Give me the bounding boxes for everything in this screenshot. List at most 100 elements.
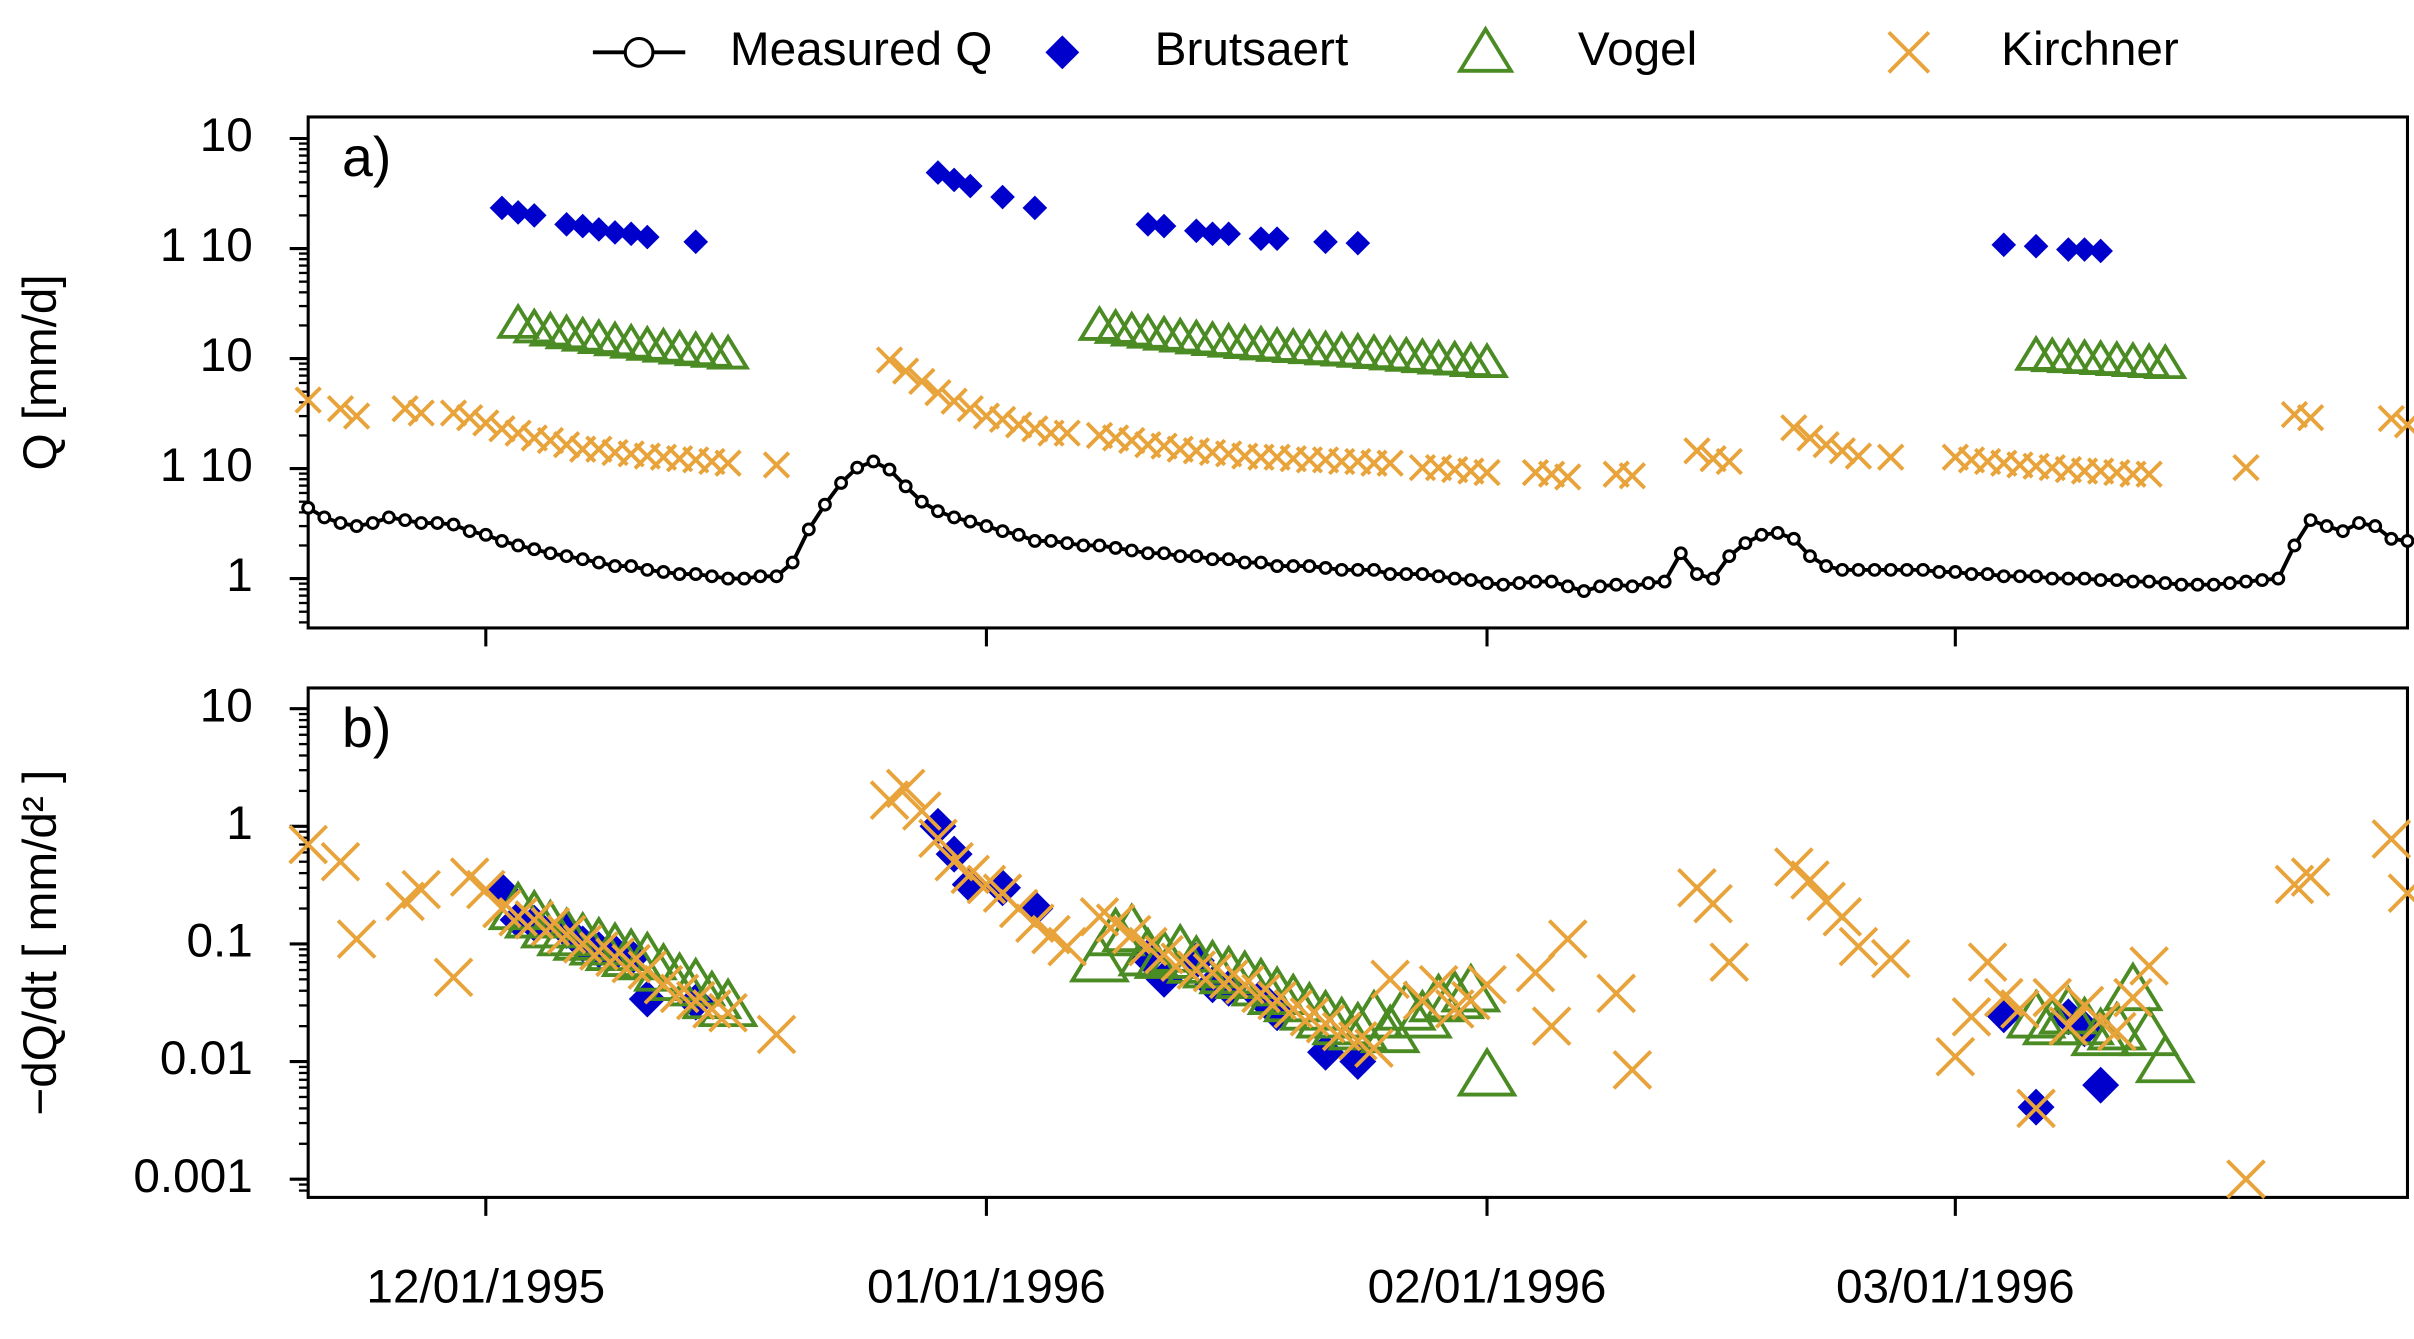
marker-circle xyxy=(1867,562,1882,577)
marker-circle xyxy=(1221,552,1236,567)
marker-circle xyxy=(333,516,348,530)
marker-x xyxy=(692,989,732,1029)
marker-x xyxy=(908,367,936,396)
marker-circle xyxy=(1883,562,1898,577)
marker-x xyxy=(891,357,920,385)
marker-circle xyxy=(1237,555,1252,570)
marker-circle xyxy=(1738,536,1753,551)
marker-circle xyxy=(1560,579,1575,594)
marker-x xyxy=(1208,959,1249,1000)
marker-x xyxy=(940,387,968,415)
marker-x xyxy=(433,957,474,998)
marker-x xyxy=(2000,989,2040,1029)
marker-x xyxy=(956,395,984,423)
marker-circle xyxy=(1108,541,1123,555)
marker-circle xyxy=(1625,579,1640,594)
marker-diamond xyxy=(2023,233,2049,259)
marker-circle xyxy=(1576,584,1591,599)
marker-circle xyxy=(1027,533,1042,548)
marker-x xyxy=(1951,997,1992,1037)
marker-x xyxy=(901,791,942,831)
y-tick-label: 0.01 xyxy=(160,1032,253,1085)
marker-x xyxy=(1354,1028,1394,1068)
marker-diamond xyxy=(1991,232,2017,258)
marker-x xyxy=(1715,447,1743,476)
marker-x xyxy=(1370,959,1410,1000)
marker-x xyxy=(1376,449,1404,477)
marker-circle xyxy=(1657,574,1672,589)
marker-circle xyxy=(1415,567,1430,581)
marker-circle xyxy=(866,454,881,469)
marker-x xyxy=(988,405,1017,434)
y-tick-label: 0.001 xyxy=(133,1150,252,1203)
marker-circle xyxy=(914,494,929,509)
marker-x xyxy=(488,415,516,443)
marker-circle xyxy=(398,513,412,528)
marker-circle xyxy=(1205,552,1220,567)
marker-circle xyxy=(2077,571,2092,586)
marker-x xyxy=(1111,914,1152,955)
marker-x xyxy=(1596,973,1637,1014)
marker-circle xyxy=(1528,574,1543,589)
marker-x xyxy=(1780,414,1808,442)
marker-circle xyxy=(1819,559,1834,573)
marker-circle xyxy=(1302,559,1317,573)
marker-x xyxy=(869,780,910,820)
marker-x xyxy=(1967,942,2008,982)
marker-diamond xyxy=(1264,226,1290,251)
marker-x xyxy=(552,430,581,459)
marker-circle xyxy=(704,569,719,584)
panel-label: a) xyxy=(342,126,391,188)
marker-x xyxy=(1844,442,1873,470)
marker-circle xyxy=(2045,571,2060,586)
marker-circle xyxy=(1157,546,1171,561)
marker-x xyxy=(385,881,425,922)
marker-triangle xyxy=(2118,1006,2180,1057)
marker-circle xyxy=(1431,569,1446,584)
marker-diamond xyxy=(554,212,579,237)
marker-circle xyxy=(1254,555,1268,570)
marker-circle xyxy=(1463,573,1478,587)
marker-x xyxy=(2113,977,2153,1018)
marker-circle xyxy=(1754,527,1769,542)
marker-circle xyxy=(1060,536,1075,551)
marker-x xyxy=(1822,896,1863,937)
y-tick-label: 0.1 xyxy=(186,915,252,968)
marker-circle xyxy=(1803,549,1817,564)
marker-x xyxy=(714,449,742,477)
y-tick-label: 1 10 xyxy=(160,439,253,492)
marker-x xyxy=(391,395,419,423)
marker-x xyxy=(326,395,355,423)
marker-x xyxy=(449,857,490,897)
marker-diamond xyxy=(957,173,983,199)
marker-x xyxy=(288,824,329,865)
marker-circle xyxy=(1996,569,2011,584)
marker-circle xyxy=(1124,543,1139,558)
panel-label: b) xyxy=(342,697,391,759)
marker-x xyxy=(1796,424,1824,452)
marker-x xyxy=(1547,919,1588,959)
marker-circle xyxy=(801,522,816,537)
marker-circle xyxy=(623,36,655,68)
marker-circle xyxy=(2206,577,2221,592)
x-tick-label: 03/01/1996 xyxy=(1836,1260,2075,1313)
marker-circle xyxy=(2239,574,2253,589)
x-tick-label: 12/01/1995 xyxy=(366,1260,605,1313)
marker-circle xyxy=(1980,567,1995,581)
marker-x xyxy=(1790,860,1830,900)
marker-circle xyxy=(640,562,655,577)
marker-circle xyxy=(1173,549,1188,564)
marker-circle xyxy=(1512,576,1527,591)
marker-x xyxy=(1118,426,1146,455)
marker-circle xyxy=(1334,562,1349,577)
marker-circle xyxy=(2287,538,2302,553)
marker-circle xyxy=(1011,527,1026,542)
marker-triangle xyxy=(1068,932,1130,983)
marker-circle xyxy=(2109,573,2124,587)
marker-circle xyxy=(2384,531,2399,546)
marker-circle xyxy=(785,555,800,570)
marker-circle xyxy=(1076,538,1091,553)
marker-x xyxy=(1021,415,1049,443)
marker-x xyxy=(2296,404,2325,432)
marker-triangle xyxy=(1456,1046,1518,1097)
